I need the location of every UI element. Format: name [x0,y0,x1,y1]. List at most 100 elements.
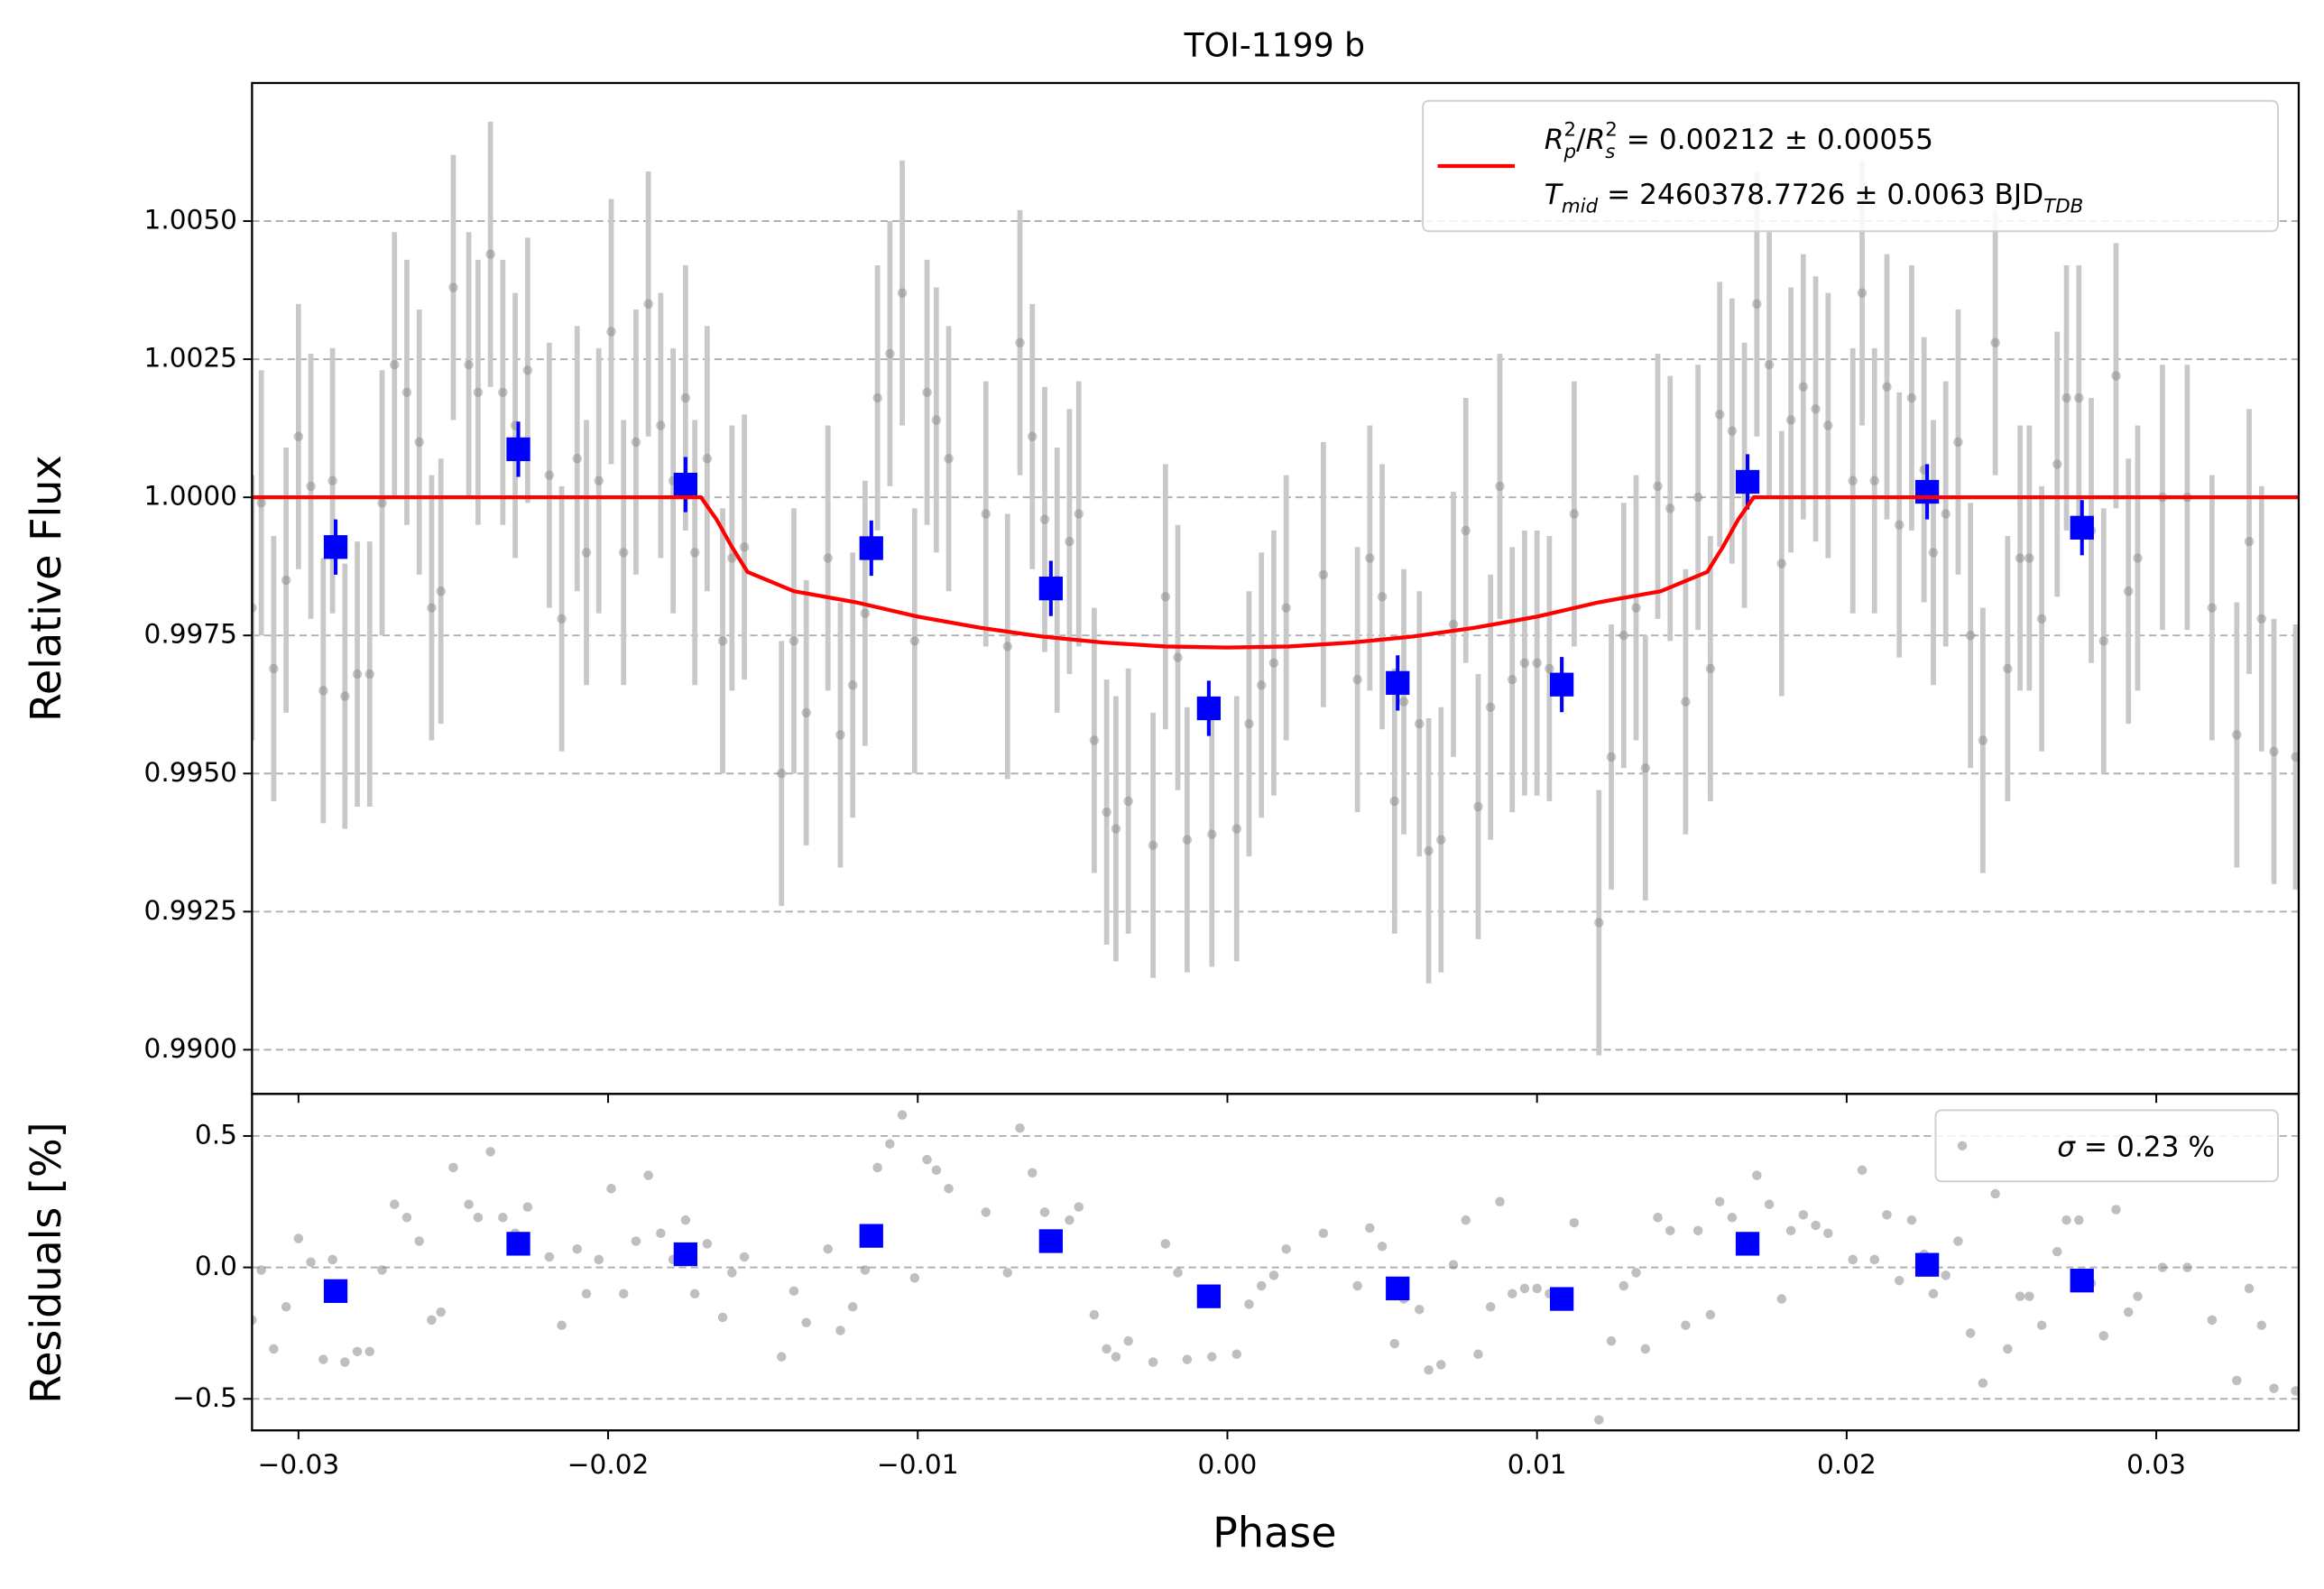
data-point [1398,697,1409,707]
data-point [1231,1349,1242,1360]
data-point [1231,824,1242,834]
data-point [922,387,932,398]
data-point [2269,746,2279,757]
x-tick-label: 0.01 [1508,1449,1567,1480]
legend-box [1934,1109,2279,1183]
data-point [1928,548,1939,558]
data-point [2036,614,2047,624]
binned-point [1549,672,1574,697]
data-point [306,481,316,492]
data-point [776,768,787,779]
data-point [1268,658,1279,669]
data-point [1377,1242,1388,1252]
data-point [2024,553,2034,563]
data-point [1039,1207,1050,1217]
data-point [522,1202,533,1212]
legend-text-part: R [1586,124,1606,156]
data-point [252,603,257,613]
data-point [544,470,555,480]
data-point [427,603,437,613]
data-point [931,415,942,425]
data-point [776,1352,787,1362]
binned-point [673,472,697,497]
data-point [1365,553,1375,563]
data-point [1727,1212,1738,1223]
data-point [1424,1364,1434,1375]
data-point [327,1254,337,1265]
data-point [717,636,728,646]
data-point [1160,1239,1171,1249]
data-point [1102,807,1111,818]
y-tick-label: 0.5 [195,1119,237,1150]
data-point [1990,1188,2000,1199]
data-point [1894,520,1904,531]
data-point [1519,658,1530,669]
data-point [485,249,495,260]
binned-point [859,1224,883,1248]
data-point [2111,371,2121,381]
data-point [2061,393,2071,403]
binned-point [506,1232,530,1256]
data-point [801,707,811,718]
data-point [306,1257,316,1268]
y-tick-label: 1.0050 [144,205,237,236]
data-point [498,387,508,398]
data-point [1256,680,1267,690]
data-point [2256,614,2267,624]
data-point [1424,845,1434,856]
data-point [727,1268,737,1278]
data-point [1894,1275,1904,1286]
data-point [1965,1328,1976,1338]
data-point [944,454,954,464]
data-point [2098,636,2109,646]
data-point [1532,1283,1542,1294]
data-point [801,1317,811,1328]
data-point [293,1233,304,1243]
data-point [281,575,291,586]
data-point [1074,509,1084,519]
data-point [689,1289,700,1298]
data-point [1485,702,1496,713]
data-point [352,669,363,679]
data-point [1705,1309,1716,1320]
data-point [1256,1280,1267,1291]
data-point [1448,1260,1459,1270]
data-point [2061,1215,2071,1225]
binned-point [1038,1229,1063,1253]
legend-text-part: σ [2057,1131,2076,1163]
data-point [1848,476,1858,486]
data-point [1857,1165,1868,1176]
data-point [1495,1196,1505,1207]
data-point [498,1212,508,1223]
data-point [269,663,279,674]
data-point [256,1265,266,1275]
data-point [885,348,895,359]
data-point [727,553,737,563]
data-point [618,1289,629,1298]
data-point [689,548,700,558]
data-point [1906,393,1917,403]
data-point [739,1252,750,1262]
data-point [631,1236,641,1246]
data-point [594,1254,604,1265]
data-point [835,730,845,740]
data-point [1389,1338,1400,1349]
data-point [572,1243,582,1254]
legend-text-part: = 0.00212 ± 0.00055 [1618,124,1933,156]
data-point [1065,536,1074,547]
data-point [1928,1289,1939,1298]
data-point [473,387,484,398]
data-point [1906,1215,1917,1225]
data-point [327,476,337,486]
data-point [1074,1202,1084,1212]
data-point [1281,603,1291,613]
data-point [847,1302,858,1312]
data-point [2232,1375,2242,1386]
data-point [318,1354,328,1364]
data-point [2052,459,2062,469]
binned-point [1735,1232,1760,1256]
binned-point [1549,1287,1574,1311]
